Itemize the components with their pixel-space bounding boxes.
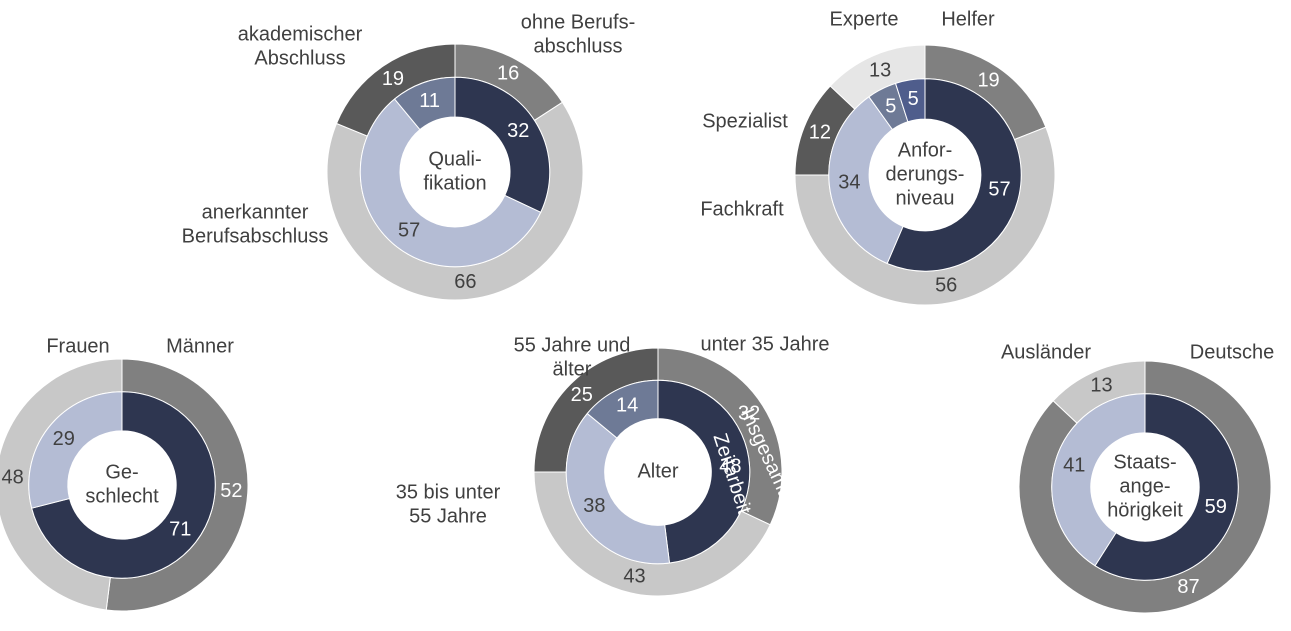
- category-label: Frauen: [46, 335, 109, 357]
- value-label: 56: [935, 274, 957, 296]
- value-label: 52: [220, 480, 242, 502]
- value-label: 32: [738, 402, 760, 424]
- donut-segment: [1051, 393, 1146, 567]
- category-label: älter: [553, 358, 592, 380]
- category-label: Experte: [830, 8, 899, 30]
- center-label: Quali-: [428, 148, 481, 170]
- value-label: 57: [988, 179, 1010, 201]
- donut-segment: [28, 391, 123, 509]
- donut-segment: [393, 76, 456, 131]
- category-label: Helfer: [941, 8, 995, 30]
- donut-segment: [886, 78, 1022, 272]
- value-label: 29: [53, 428, 75, 450]
- category-label: anerkannter: [202, 201, 309, 223]
- category-label: akademischer: [238, 23, 363, 45]
- value-label: 71: [169, 518, 191, 540]
- center-label: Alter: [637, 460, 678, 482]
- donut-segment: [894, 78, 926, 123]
- donut-segment: [657, 379, 751, 564]
- donut-segment: [31, 391, 216, 579]
- value-label: 16: [497, 62, 519, 84]
- donut-segment: [1094, 393, 1239, 581]
- donut-segment: [828, 96, 904, 265]
- center-label: Ge-: [105, 461, 138, 483]
- value-label: 14: [616, 395, 638, 417]
- value-label: 11: [419, 90, 440, 112]
- category-label: unter 35 Jahre: [701, 333, 830, 355]
- value-label: 48: [719, 456, 741, 478]
- value-label: 5: [908, 88, 919, 110]
- value-label: 59: [1205, 496, 1227, 518]
- donut-segment: [565, 412, 671, 565]
- value-label: 12: [809, 122, 831, 144]
- category-label: Abschluss: [254, 47, 345, 69]
- category-label: abschluss: [534, 35, 623, 57]
- center-label: ange-: [1119, 475, 1170, 497]
- value-label: 5: [885, 95, 896, 117]
- value-label: 43: [623, 566, 645, 588]
- donut-segment: [586, 379, 659, 439]
- category-label: Spezialist: [702, 110, 788, 132]
- donut-segment: [359, 98, 542, 268]
- value-label: 57: [398, 219, 420, 241]
- category-label: Ausländer: [1001, 341, 1091, 363]
- center-label: Anfor-: [898, 139, 952, 161]
- category-label: Fachkraft: [700, 198, 784, 220]
- value-label: 25: [571, 384, 593, 406]
- value-label: 41: [1063, 455, 1085, 477]
- category-label: Berufsabschluss: [182, 225, 329, 247]
- category-label: ohne Berufs-: [521, 11, 636, 33]
- value-label: 34: [838, 172, 860, 194]
- center-label: derungs-: [886, 163, 965, 185]
- value-label: 19: [977, 70, 999, 92]
- category-label: Deutsche: [1190, 341, 1275, 363]
- value-label: 66: [454, 271, 476, 293]
- value-label: 32: [507, 120, 529, 142]
- category-label: Männer: [166, 335, 234, 357]
- center-label: niveau: [896, 187, 955, 209]
- center-label: hörigkeit: [1107, 499, 1183, 521]
- donut-segment: [454, 76, 551, 213]
- value-label: 13: [869, 59, 891, 81]
- value-label: 48: [1, 466, 23, 488]
- value-label: 87: [1177, 576, 1199, 598]
- center-label: schlecht: [85, 485, 159, 507]
- category-label: 35 bis unter: [396, 481, 501, 503]
- center-label: fikation: [423, 172, 486, 194]
- value-label: 13: [1090, 375, 1112, 397]
- value-label: 38: [583, 495, 605, 517]
- category-label: 55 Jahre: [409, 505, 487, 527]
- value-label: 19: [382, 68, 404, 90]
- category-label: 55 Jahre und: [514, 334, 631, 356]
- center-label: Staats-: [1113, 451, 1176, 473]
